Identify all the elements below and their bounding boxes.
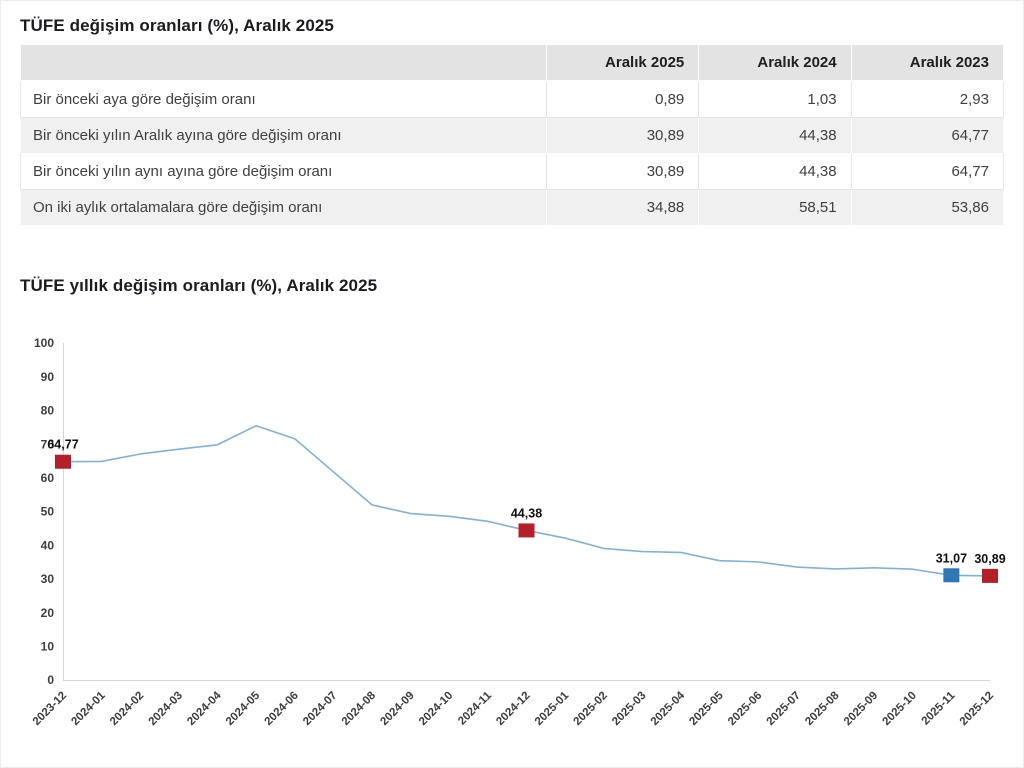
x-tick-label: 2025-07 [765,690,803,728]
cell-value: 58,51 [698,189,852,226]
x-tick-label: 2024-09 [378,690,416,728]
row-label: On iki aylık ortalamalara göre değişim o… [20,189,547,226]
data-point-label: 30,89 [974,552,1005,566]
chart-section-title: TÜFE yıllık değişim oranları (%), Aralık… [20,276,378,295]
x-tick-label: 2025-09 [842,690,880,728]
cell-value: 44,38 [698,117,852,154]
cell-value: 64,77 [850,117,1005,154]
x-tick-label: 2025-03 [610,690,648,728]
x-tick-label: 2025-05 [687,689,726,728]
y-tick-label: 60 [41,471,55,485]
x-tick-label: 2025-12 [958,690,996,728]
cell-value: 1,03 [698,80,852,118]
row-label: Bir önceki aya göre değişim oranı [20,80,547,118]
x-tick-label: 2024-06 [263,690,301,728]
cell-value: 2,93 [850,80,1005,118]
x-tick-label: 2024-05 [224,689,263,728]
column-header-aralik-2023: Aralık 2023 [850,44,1005,82]
table-row: Bir önceki yılın aynı ayına göre değişim… [20,153,1005,190]
y-tick-label: 90 [41,370,55,384]
x-tick-label: 2024-12 [494,690,532,728]
data-point-marker[interactable] [518,523,535,538]
cell-value: 53,86 [850,189,1005,226]
row-label: Bir önceki yılın aynı ayına göre değişim… [20,153,547,190]
y-tick-label: 100 [34,336,54,350]
y-tick-label: 0 [47,673,54,687]
cell-value: 30,89 [545,153,700,190]
row-label: Bir önceki yılın Aralık ayına göre değiş… [20,117,547,154]
table-header-row: Aralık 2025 Aralık 2024 Aralık 2023 [20,44,1005,82]
y-tick-label: 70 [41,437,55,451]
y-tick-label: 20 [41,606,55,620]
cell-value: 64,77 [850,153,1005,190]
data-point-marker[interactable] [982,568,998,583]
x-tick-label: 2024-01 [69,689,108,728]
column-header-empty [20,44,547,82]
cell-value: 44,38 [698,153,852,190]
annual-cpi-line-chart: 0 10 20 30 40 50 60 70 80 90 100 2023-12 2024-01 2024… [0,330,1012,744]
y-tick-label: 10 [41,640,55,654]
x-tick-label: 2024-11 [456,689,494,727]
cell-value: 34,88 [545,189,700,226]
x-tick-label: 2025-02 [572,690,610,728]
cpi-rates-table: Aralık 2025 Aralık 2024 Aralık 2023 Bir … [20,44,1005,226]
x-tick-label: 2025-11 [920,689,958,727]
data-point-marker[interactable] [55,454,71,469]
x-tick-label: 2025-01 [533,689,572,728]
x-tick-label: 2025-10 [881,690,919,728]
table-row: On iki aylık ortalamalara göre değişim o… [20,189,1005,226]
data-point-label: 31,07 [936,551,967,565]
column-header-aralik-2024: Aralık 2024 [698,44,852,82]
cell-value: 0,89 [545,80,700,118]
cell-value: 30,89 [545,117,700,154]
x-tick-label: 2024-04 [185,689,224,728]
data-point-marker[interactable] [943,568,960,583]
y-tick-label: 30 [41,572,55,586]
y-tick-label: 80 [41,404,55,418]
x-tick-label: 2024-07 [301,690,339,728]
data-point-label: 64,77 [47,438,78,452]
data-point-label: 44,38 [511,506,542,520]
y-tick-label: 40 [41,538,55,552]
table-row: Bir önceki aya göre değişim oranı 0,89 1… [20,80,1005,118]
x-tick-label: 2024-10 [417,690,455,728]
table-row: Bir önceki yılın Aralık ayına göre değiş… [20,117,1005,154]
x-tick-label: 2025-04 [649,689,688,728]
x-tick-label: 2023-12 [31,690,69,728]
column-header-aralik-2025: Aralık 2025 [545,44,700,82]
x-tick-label: 2025-06 [726,690,764,728]
y-tick-label: 50 [41,505,55,519]
x-tick-label: 2025-08 [803,689,842,728]
table-section-title: TÜFE değişim oranları (%), Aralık 2025 [20,16,334,35]
x-tick-label: 2024-02 [108,690,146,728]
cpi-line-series [62,424,991,577]
x-tick-label: 2024-03 [147,690,185,728]
x-tick-label: 2024-08 [340,689,379,728]
